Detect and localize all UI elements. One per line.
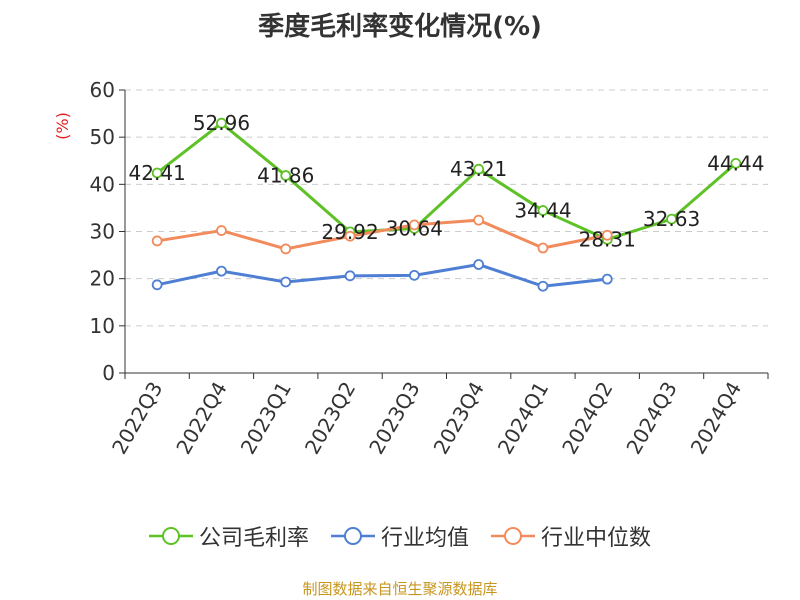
data-point — [408, 269, 420, 281]
data-point — [473, 163, 485, 175]
data-point — [280, 170, 292, 181]
x-tick-label: 2023Q4 — [429, 378, 489, 459]
data-label: 41.86 — [257, 164, 314, 188]
data-label: 32.63 — [643, 207, 700, 231]
legend-swatch — [491, 527, 535, 545]
data-label: 52.96 — [193, 111, 250, 135]
data-label: 30.64 — [386, 216, 443, 240]
legend-item[interactable]: 公司毛利率 — [148, 520, 309, 552]
legend-item[interactable]: 行业中位数 — [491, 520, 651, 552]
data-point — [537, 205, 549, 216]
y-tick-label: 30 — [90, 220, 115, 244]
data-point — [537, 280, 549, 292]
legend-swatch — [148, 527, 193, 545]
data-label: 28.31 — [579, 227, 636, 251]
x-tick-label: 2024Q4 — [686, 378, 746, 459]
legend-marker — [504, 527, 522, 545]
legend: 公司毛利率 行业均值 行业中位数 — [0, 520, 800, 552]
x-tick-label: 2024Q2 — [557, 378, 617, 459]
data-label: 42.41 — [129, 161, 186, 185]
data-point — [280, 243, 292, 255]
data-point — [216, 265, 227, 277]
x-tick-label: 2022Q3 — [107, 378, 167, 459]
data-point — [601, 229, 613, 241]
chart-title: 季度毛利率变化情况(%) — [258, 12, 542, 42]
y-tick-label: 50 — [90, 125, 115, 149]
series-line — [156, 218, 608, 251]
series-line — [156, 263, 608, 288]
x-tick-label: 2024Q3 — [621, 378, 681, 459]
data-label: 43.21 — [450, 157, 507, 181]
legend-marker — [343, 527, 362, 545]
legend-label: 公司毛利率 — [198, 526, 309, 551]
data-point — [730, 157, 742, 169]
y-tick-label: 0 — [102, 361, 115, 385]
series-line — [156, 121, 737, 241]
x-tick-label: 2023Q2 — [300, 378, 360, 459]
data-label: 44.44 — [707, 151, 764, 175]
x-tick-label: 2024Q1 — [493, 378, 553, 459]
y-tick-label: 20 — [90, 267, 115, 291]
x-tick-label: 2023Q1 — [236, 378, 296, 459]
legend-swatch — [330, 527, 375, 545]
data-point — [601, 273, 613, 285]
data-point — [151, 167, 163, 179]
data-point — [473, 259, 485, 270]
data-point — [216, 225, 227, 236]
legend-label: 行业均值 — [380, 526, 469, 551]
data-point — [344, 270, 356, 282]
y-tick-label: 60 — [90, 78, 115, 102]
data-point — [280, 276, 292, 288]
data-point — [537, 242, 549, 254]
data-point — [216, 117, 227, 129]
data-point — [151, 235, 163, 247]
legend-marker — [161, 527, 180, 545]
line-chart: 0 10 20 30 40 50 60 (%) 2022Q3 2022Q4 2023Q1 2023Q2… — [53, 78, 769, 459]
data-point — [408, 219, 420, 231]
legend-label: 行业中位数 — [541, 526, 652, 551]
data-point — [344, 230, 356, 242]
source-note: 制图数据来自恒生聚源数据库 — [302, 580, 498, 598]
data-label: 34.44 — [514, 199, 571, 223]
data-point — [473, 214, 485, 226]
data-point — [666, 213, 677, 225]
legend-item[interactable]: 行业均值 — [330, 520, 469, 552]
y-tick-label: 10 — [90, 314, 115, 338]
data-point — [151, 279, 163, 291]
data-label: 29.92 — [321, 220, 378, 244]
y-tick-label: 40 — [90, 172, 115, 196]
x-tick-label: 2022Q4 — [171, 378, 231, 459]
x-tick-label: 2023Q3 — [364, 378, 424, 459]
y-axis-label: (%) — [53, 112, 72, 140]
